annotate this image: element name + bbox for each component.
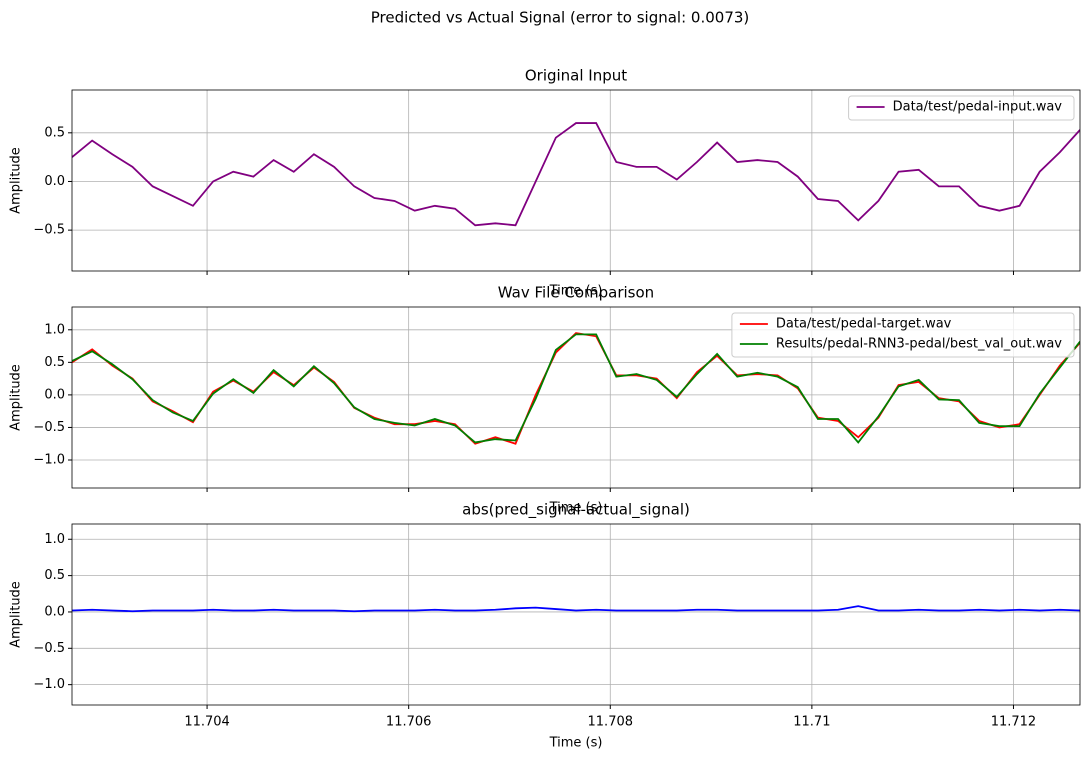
subplot-title: Wav File Comparison: [498, 284, 654, 302]
subplot-title: Original Input: [525, 67, 627, 85]
figure-title: Predicted vs Actual Signal (error to sig…: [371, 9, 750, 27]
subplot: Original Input Amplitude Time (s) −0.5 0.0 0.…: [9, 67, 1081, 299]
y-tick-label: 1.0: [44, 532, 65, 547]
y-tick-label: 0.0: [44, 604, 65, 619]
y-tick-label: 0.5: [44, 125, 65, 140]
x-tick-label: 11.708: [588, 715, 634, 730]
y-tick-label: −0.5: [33, 223, 65, 238]
subplot: abs(pred_signal-actual_signal) Amplitude T…: [9, 501, 1081, 751]
y-tick-label: 0.0: [44, 174, 65, 189]
legend-label: Data/test/pedal-target.wav: [776, 317, 952, 332]
legend-label: Results/pedal-RNN3-pedal/best_val_out.wa…: [776, 337, 1062, 352]
axes-frame: [71, 523, 1081, 706]
x-axis-label: Time (s): [549, 736, 603, 751]
axes-frame: [71, 89, 1081, 272]
subplot-title: abs(pred_signal-actual_signal): [462, 501, 690, 520]
x-tick-label: 11.704: [184, 715, 230, 730]
legend-label: Data/test/pedal-input.wav: [893, 100, 1063, 115]
series-line: [72, 122, 1080, 227]
x-tick-label: 11.706: [386, 715, 432, 730]
x-axis-label: Time (s): [549, 284, 603, 299]
y-tick-label: −1.0: [33, 677, 65, 692]
y-tick-label: −0.5: [33, 420, 65, 435]
series-line: [72, 605, 1080, 613]
subplot: Wav File Comparison Amplitude Time (s) −1.0…: [9, 284, 1081, 516]
y-tick-label: 0.5: [44, 568, 65, 583]
y-tick-label: 0.0: [44, 387, 65, 402]
axes-frame: [71, 306, 1081, 489]
y-tick-label: −0.5: [33, 641, 65, 656]
x-tick-label: 11.712: [991, 715, 1037, 730]
legend: Data/test/pedal-input.wav: [848, 95, 1075, 121]
x-tick-label: 11.71: [793, 715, 830, 730]
series-line: [72, 333, 1080, 444]
y-tick-label: −1.0: [33, 453, 65, 468]
y-tick-label: 0.5: [44, 355, 65, 370]
y-tick-label: 1.0: [44, 322, 65, 337]
x-axis-label: Time (s): [549, 501, 603, 516]
y-axis-label: Amplitude: [9, 364, 24, 431]
legend-box: [731, 312, 1075, 358]
y-axis-label: Amplitude: [9, 581, 24, 648]
legend: Data/test/pedal-target.wav Results/pedal-…: [731, 312, 1075, 358]
y-axis-label: Amplitude: [9, 147, 24, 214]
legend-box: [848, 95, 1075, 121]
